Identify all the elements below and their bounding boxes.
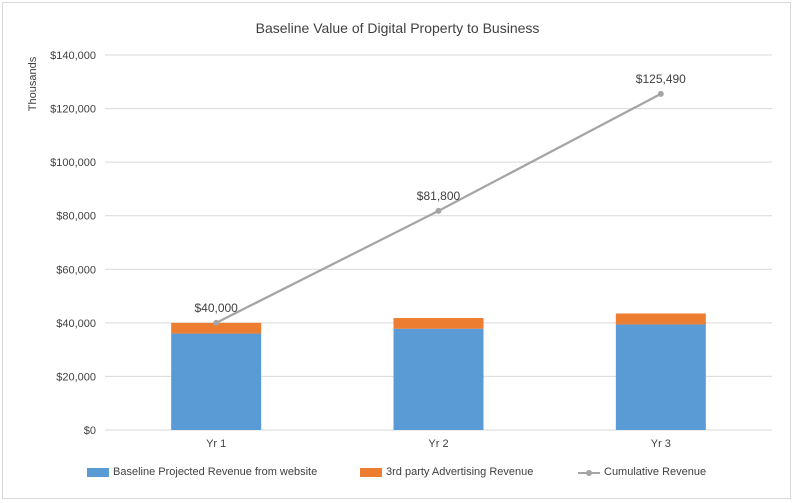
legend-item-baseline: Baseline Projected Revenue from website	[87, 466, 317, 478]
y-tick-label: $80,000	[56, 211, 96, 223]
cumulative-point	[657, 90, 664, 97]
legend-label-cumulative: Cumulative Revenue	[604, 466, 707, 478]
legend-item-cumulative: Cumulative Revenue	[578, 466, 706, 478]
legend-swatch-baseline	[87, 467, 109, 477]
y-tick-label: $20,000	[56, 371, 96, 383]
data-label: $81,800	[417, 189, 461, 203]
cumulative-point	[435, 207, 442, 214]
bar-advertising-segment	[393, 318, 484, 329]
cumulative-point	[213, 319, 220, 326]
legend-label-advertising: 3rd party Advertising Revenue	[386, 466, 534, 478]
legend-label-baseline: Baseline Projected Revenue from website	[113, 466, 318, 478]
x-tick-label: Yr 1	[206, 438, 226, 450]
x-tick-label: Yr 2	[428, 438, 448, 450]
legend-swatch-advertising	[360, 467, 382, 477]
y-tick-label: $120,000	[50, 104, 96, 116]
bar-advertising-segment	[171, 322, 262, 334]
data-label: $40,000	[194, 301, 238, 315]
legend: Baseline Projected Revenue from website …	[0, 466, 795, 482]
legend-swatch-cumulative	[578, 468, 600, 477]
y-tick-label: $0	[84, 425, 96, 437]
y-tick-label: $40,000	[56, 318, 96, 330]
y-tick-label: $100,000	[50, 157, 96, 169]
y-tick-label: $140,000	[50, 50, 96, 62]
bar-baseline-segment	[393, 328, 484, 430]
bar-baseline-segment	[615, 324, 706, 430]
bar-baseline-segment	[171, 333, 262, 430]
x-tick-label: Yr 3	[651, 438, 671, 450]
chart-title: Baseline Value of Digital Property to Bu…	[255, 20, 540, 36]
data-label: $125,490	[636, 72, 686, 86]
y-tick-label: $60,000	[56, 264, 96, 276]
legend-item-advertising: 3rd party Advertising Revenue	[360, 466, 533, 478]
bar-advertising-segment	[615, 313, 706, 325]
